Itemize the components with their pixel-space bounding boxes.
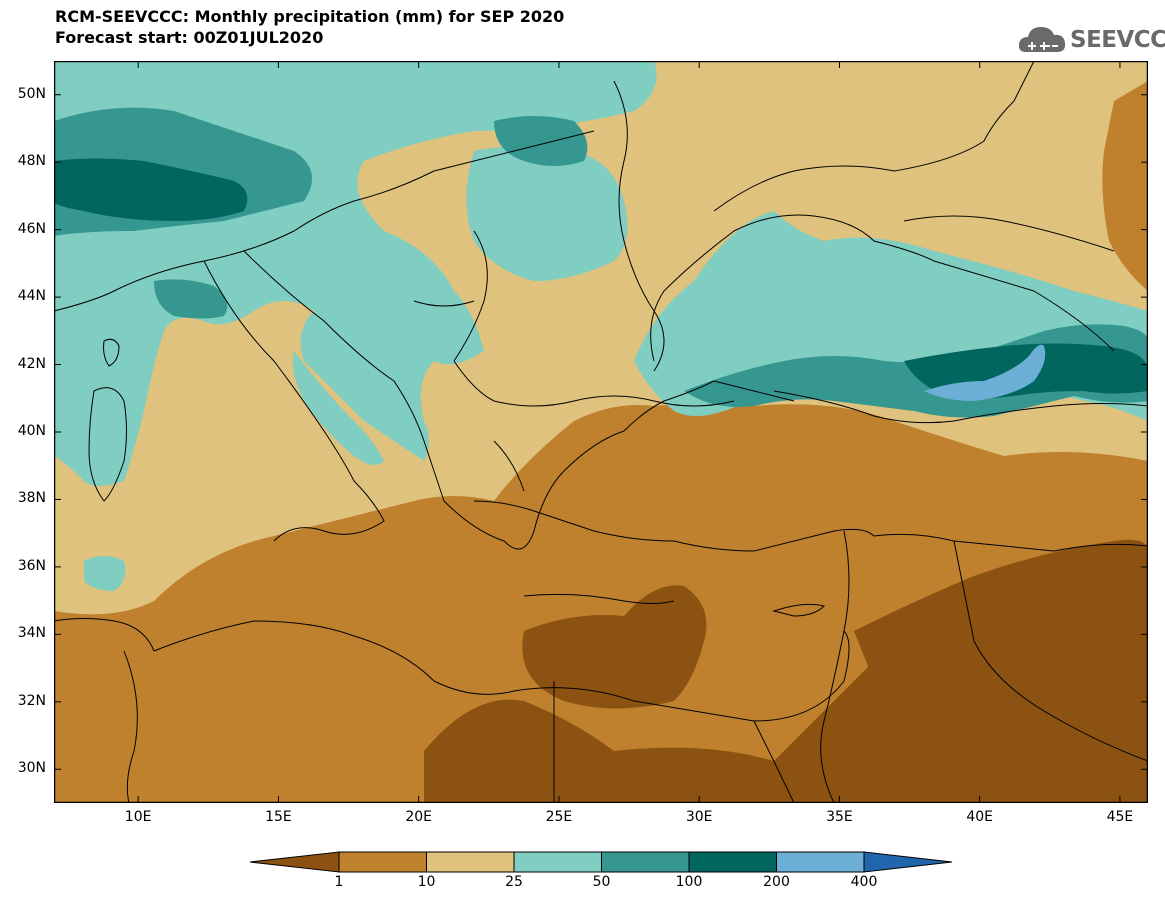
colorbar-label: 1: [334, 874, 344, 890]
colorbar-segment: [426, 851, 515, 873]
colorbar-label: 400: [850, 874, 878, 890]
region-very-wet-caucasus: [924, 344, 1046, 401]
lon-label: 35E: [826, 809, 853, 825]
region-wet-sardinia: [84, 556, 126, 591]
lon-label: 15E: [265, 809, 292, 825]
region-dry-northeast: [1102, 81, 1148, 291]
lat-label: 30N: [17, 760, 46, 777]
colorbar-segment: [776, 851, 865, 873]
coastlines: [54, 214, 1115, 722]
region-wet-hungary: [466, 146, 628, 281]
lon-label: 10E: [124, 809, 152, 825]
colorbar-label: 100: [675, 874, 703, 890]
region-moderate-apennine: [154, 279, 228, 319]
region-very-dry-3: [854, 539, 1148, 701]
precipitation-map: [54, 61, 1148, 803]
lat-label: 46N: [17, 220, 46, 237]
colorbar-segment: [601, 851, 690, 873]
title-line-1: RCM-SEEVCCC: Monthly precipitation (mm) …: [55, 7, 565, 26]
colorbar-segment: [338, 851, 427, 873]
colorbar-segment: [688, 851, 777, 873]
region-very-dry-1: [522, 585, 707, 709]
lon-label: 45E: [1106, 809, 1134, 825]
colorbar-segment-over: [863, 851, 953, 873]
title-line-2: Forecast start: 00Z01JUL2020: [55, 28, 324, 47]
lon-label: 25E: [545, 809, 573, 825]
seevccc-logo: SEEVCCC: [1018, 22, 1165, 56]
colorbar-segment: [513, 851, 602, 873]
lon-label: 40E: [966, 809, 994, 825]
lat-label: 48N: [17, 153, 46, 170]
colorbar-label: 10: [417, 874, 436, 890]
logo-text: SEEVCCC: [1070, 27, 1165, 53]
colorbar-label: 25: [505, 874, 523, 890]
lat-label: 44N: [17, 288, 46, 305]
lat-label: 32N: [17, 692, 46, 709]
cloud-icon: [1018, 27, 1066, 52]
region-wet-adriatic: [292, 351, 384, 465]
lat-label: 50N: [17, 85, 46, 102]
colorbar: [250, 851, 953, 873]
region-moderate-slovakia: [494, 116, 588, 166]
lat-label: 36N: [17, 557, 46, 574]
colorbar-segment-under: [250, 851, 340, 873]
lat-label: 40N: [17, 423, 46, 439]
lat-label: 42N: [17, 355, 46, 372]
lat-label: 34N: [17, 625, 46, 642]
colorbar-label: 200: [763, 874, 790, 890]
colorbar-label: 50: [592, 874, 611, 890]
map-title: RCM-SEEVCCC: Monthly precipitation (mm) …: [55, 6, 564, 48]
region-wet-alps-core: [54, 158, 248, 221]
lat-label: 38N: [17, 490, 46, 507]
lon-label: 30E: [685, 809, 713, 825]
lon-label: 20E: [405, 809, 432, 825]
